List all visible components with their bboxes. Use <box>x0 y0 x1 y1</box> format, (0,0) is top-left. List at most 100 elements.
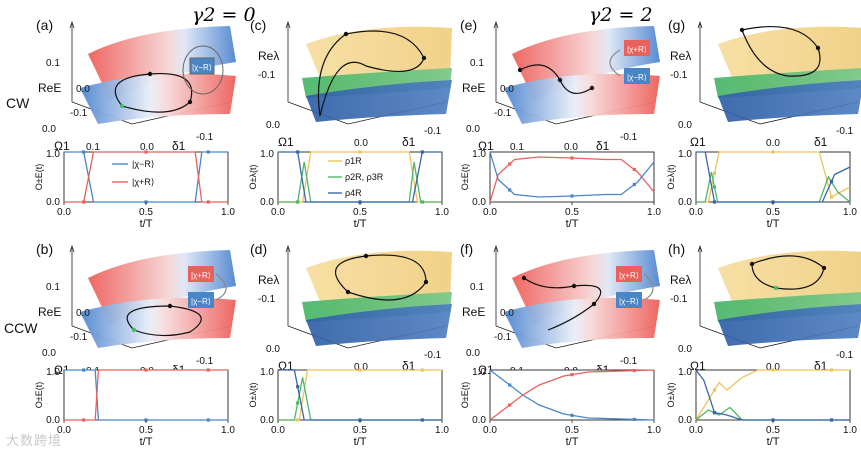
trajectory-loop <box>751 255 825 290</box>
state-badge <box>624 68 650 84</box>
lower-energy-surface <box>80 297 236 348</box>
surface-panel <box>697 20 861 125</box>
y-tick-label: 0.0 <box>472 415 486 426</box>
z-axis-label: ReE <box>38 305 61 319</box>
delta-tick-label: -0.1 <box>424 126 442 137</box>
series-line <box>278 369 442 421</box>
y-axis-label: O±λ(t) <box>248 165 258 190</box>
data-marker <box>144 368 148 372</box>
series-line <box>64 369 228 421</box>
surface-panel <box>697 244 861 349</box>
z-tick-label: -0.1 <box>494 332 512 343</box>
state-badge-label: |χ−R⟩ <box>619 297 639 306</box>
data-marker <box>570 194 574 198</box>
delta-tick-label: 0.0 <box>354 138 368 149</box>
z-axis-label: Reλ <box>258 273 279 287</box>
state-badge-label: |χ−R⟩ <box>627 73 647 82</box>
delta-axis-label: δ1 <box>814 135 828 149</box>
omega-tick-label: 0.0 <box>678 120 692 131</box>
chart-frame <box>695 151 851 203</box>
x-tick-label: 1.0 <box>647 207 661 218</box>
omega-tick-label: 0.0 <box>266 344 280 355</box>
data-marker <box>632 369 636 373</box>
data-marker <box>632 417 636 421</box>
data-marker <box>712 200 717 204</box>
data-marker <box>296 150 300 154</box>
trajectory-loop <box>741 25 821 77</box>
omega-axis-label: Ω1 <box>278 135 294 149</box>
data-marker <box>712 185 717 189</box>
delta-tick-label: -0.1 <box>836 350 854 361</box>
header-gamma-two: γ2 = 2 <box>589 4 653 26</box>
x-tick-label: 1.0 <box>843 207 857 218</box>
series-line <box>489 369 655 421</box>
y-tick-label: 1.0 <box>260 367 274 378</box>
z-tick-label: 0.0 <box>76 84 90 95</box>
z-tick-label: 0.1 <box>470 282 484 293</box>
data-marker <box>829 368 834 372</box>
x-tick-label: 1.0 <box>435 207 449 218</box>
x-tick-label: 0.0 <box>689 425 703 436</box>
trajectory-loop <box>335 254 427 301</box>
y-tick-label: 0.0 <box>260 197 274 208</box>
x-axis-label: t/T <box>566 218 579 230</box>
data-marker <box>206 368 210 372</box>
data-marker <box>296 385 300 389</box>
data-marker <box>508 162 512 166</box>
omega-tick-label: 0.1 <box>86 142 100 153</box>
series-line <box>64 151 228 203</box>
series-line <box>695 369 850 421</box>
data-marker <box>420 150 424 154</box>
lower-lambda-surface <box>306 80 452 122</box>
delta-tick-label: 0.0 <box>564 142 578 153</box>
z-tick-label: -0.1 <box>670 70 688 81</box>
y-axis-label: O±λ(t) <box>666 383 676 408</box>
trajectory-point <box>821 265 827 271</box>
x-axis-label: t/T <box>140 436 153 448</box>
x-tick-label: 0.0 <box>689 207 703 218</box>
x-tick-label: 0.0 <box>57 207 71 218</box>
data-marker <box>632 182 636 187</box>
y-axis-label: O±E(t) <box>460 382 470 408</box>
surface-panel <box>285 244 452 349</box>
series-line <box>489 369 655 421</box>
x-tick-label: 1.0 <box>647 425 661 436</box>
data-marker <box>829 195 834 199</box>
y-axis-label: O±λ(t) <box>248 383 258 408</box>
delta-tick-label: 0.0 <box>766 362 780 373</box>
delta-tick-label: -0.1 <box>196 356 214 367</box>
series-line <box>64 151 228 203</box>
panel-label: (b) <box>36 241 53 257</box>
z-axis-label: Reλ <box>670 273 691 287</box>
row-label-ccw: CCW <box>4 320 38 336</box>
z-axis-arrow <box>285 20 291 29</box>
z-tick-label: 0.1 <box>470 58 484 69</box>
swap-arrow <box>609 49 621 77</box>
panel-label: (e) <box>460 17 477 33</box>
data-marker <box>82 200 86 204</box>
series-line <box>695 369 850 421</box>
delta-tick-label: -0.1 <box>836 126 854 137</box>
delta-tick-label: -0.1 <box>196 132 214 143</box>
data-marker <box>712 388 717 392</box>
panel-label: (f) <box>460 241 473 257</box>
delta-tick-label: 0.0 <box>140 142 154 153</box>
panel-label: (c) <box>250 17 266 33</box>
y-tick-label: 0.0 <box>678 415 692 426</box>
trajectory-point <box>343 31 349 37</box>
z-tick-label: -0.1 <box>70 108 88 119</box>
delta-axis-label: δ1 <box>172 139 186 153</box>
omega-axis-label: Ω1 <box>478 139 494 153</box>
x-tick-label: 0.5 <box>565 425 579 436</box>
y-axis-label: O±E(t) <box>34 382 44 408</box>
series-line <box>696 151 851 203</box>
z-axis-label: Reλ <box>258 49 279 63</box>
swap-arrow <box>182 45 224 95</box>
z-axis-arrow <box>493 20 499 29</box>
y-axis-label: O±E(t) <box>34 164 44 190</box>
z-axis-arrow <box>69 244 75 253</box>
data-marker <box>82 368 86 372</box>
x-tick-label: 0.0 <box>271 425 285 436</box>
delta-axis-label: δ1 <box>596 139 610 153</box>
y-tick-label: 1.0 <box>678 367 692 378</box>
